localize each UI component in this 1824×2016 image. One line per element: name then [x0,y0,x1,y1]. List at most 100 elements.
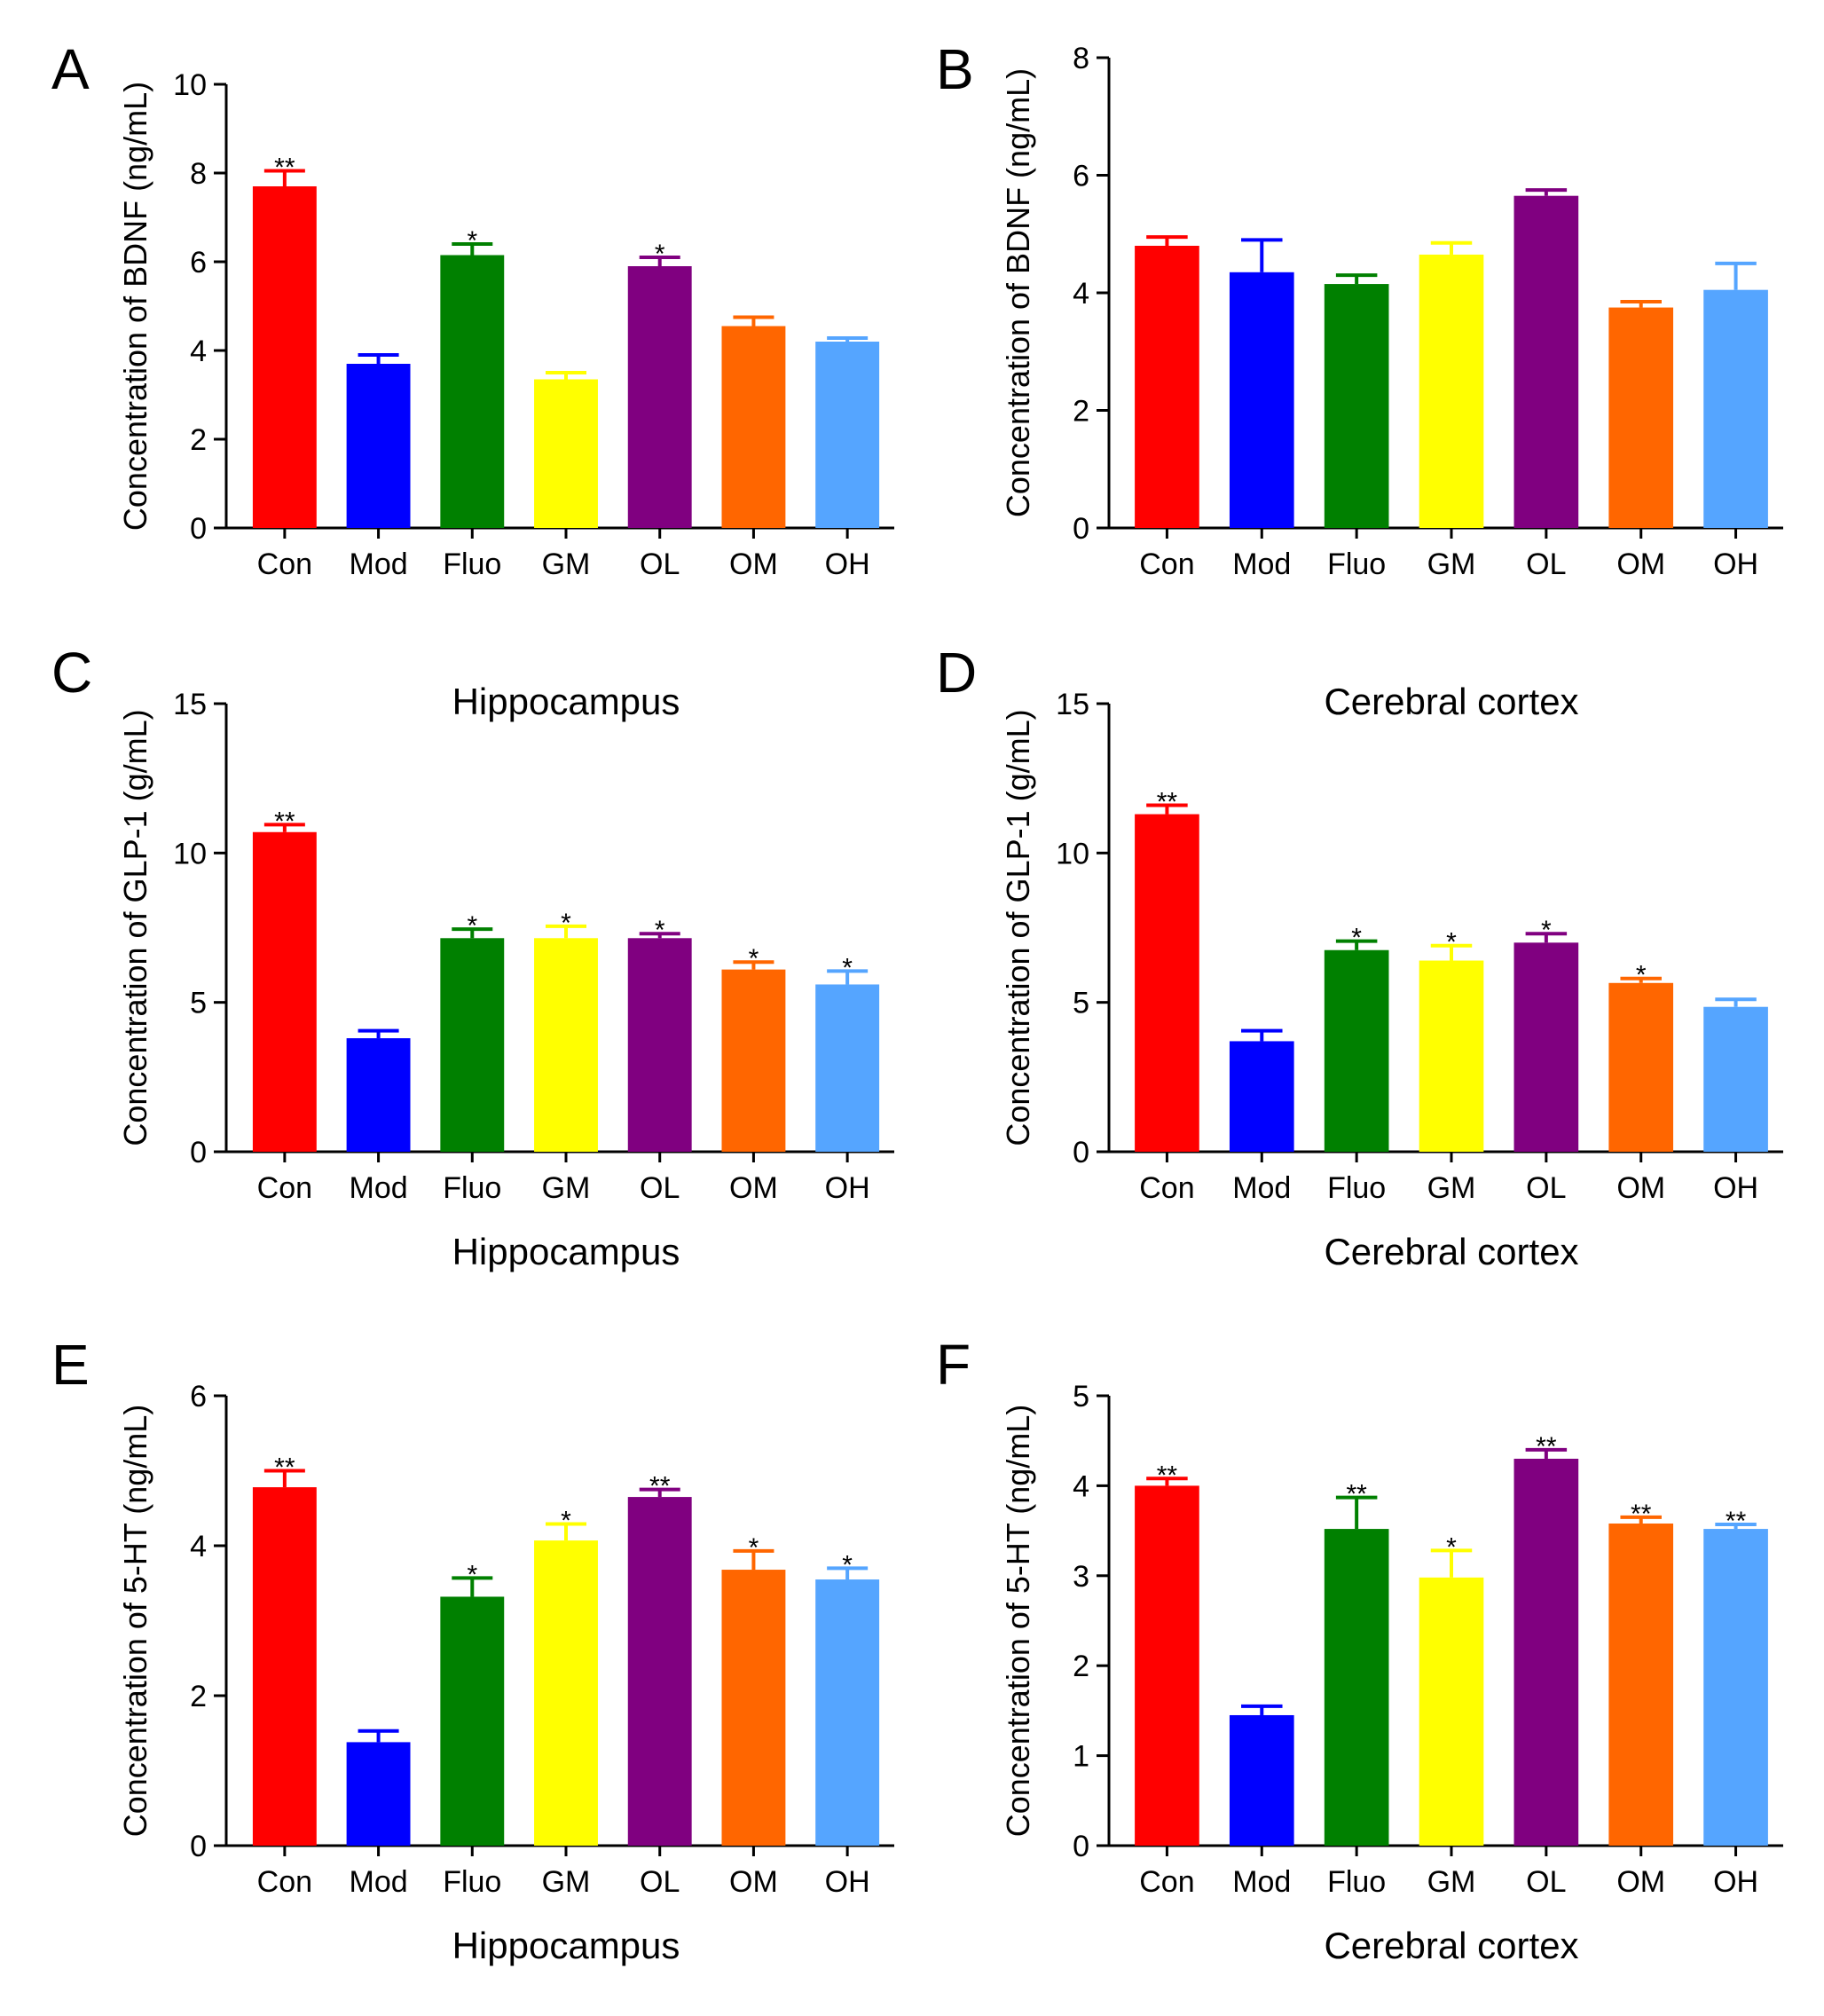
bar-fluo [440,255,505,528]
significance-marker: * [1351,924,1362,953]
significance-marker: * [1446,1532,1457,1562]
x-tick-label: Con [1139,547,1194,581]
x-tick-label: Mod [1232,1865,1291,1899]
bar-con [1135,1485,1199,1846]
bar-om [721,1570,786,1846]
bar-mod [346,1038,411,1152]
y-tick-label: 1 [1073,1740,1089,1774]
significance-marker: ** [649,1472,671,1501]
bar-om [1608,1523,1674,1846]
y-tick-label: 4 [1073,1469,1089,1503]
panel-letter: D [936,641,977,705]
panel-letter: B [936,37,974,101]
bar-om [721,326,786,528]
x-tick-label: OL [1526,1171,1566,1205]
y-tick-label: 2 [190,423,207,457]
significance-marker: * [842,1550,853,1579]
x-tick-label: OM [729,1865,778,1899]
x-tick-label: Fluo [443,1865,501,1899]
x-tick-label: Con [257,1171,312,1205]
y-tick-label: 8 [1073,42,1089,75]
significance-marker: * [467,1560,477,1589]
bar-con [252,186,317,528]
y-tick-label: 10 [1056,837,1089,870]
x-tick-label: GM [542,1865,591,1899]
bar-fluo [1324,949,1389,1152]
panel-letter: E [51,1333,90,1397]
bar-con [1135,246,1199,528]
x-tick-label: OM [729,547,778,581]
x-tick-label: Con [1139,1865,1194,1899]
significance-marker: ** [1157,787,1178,816]
y-tick-label: 2 [1073,1650,1089,1683]
y-tick-label: 4 [190,335,207,368]
x-tick-label: OL [1526,547,1566,581]
y-tick-label: 0 [1073,1136,1089,1169]
significance-marker: * [842,953,853,982]
bar-con [252,831,317,1152]
bar-fluo [440,938,505,1152]
y-axis-label: Concentration of GLP-1 (g/mL) [117,709,153,1146]
x-tick-label: OH [1713,547,1758,581]
bar-mod [1229,1714,1294,1846]
significance-marker: * [561,1506,571,1535]
y-tick-label: 2 [190,1680,207,1713]
x-tick-label: OM [729,1171,778,1205]
y-axis-label: Concentration of BDNF (ng/mL) [117,82,153,531]
bar-om [721,969,786,1152]
y-tick-label: 8 [190,157,207,191]
y-axis-label: Concentration of BDNF (ng/mL) [1000,68,1036,517]
y-tick-label: 6 [1073,160,1089,193]
x-tick-label: Mod [1232,1171,1291,1205]
y-tick-label: 4 [1073,277,1089,311]
bar-oh [815,342,880,528]
y-tick-label: 0 [190,512,207,546]
x-tick-label: OL [640,1171,680,1205]
significance-marker: ** [1157,1461,1178,1490]
x-tick-label: OM [1616,547,1665,581]
y-tick-label: 10 [173,68,207,102]
significance-marker: ** [274,807,295,836]
bar-gm [534,1540,598,1846]
x-tick-label: OH [1713,1171,1758,1205]
x-tick-label: Fluo [1327,1171,1386,1205]
bar-oh [1703,1529,1768,1846]
x-tick-label: GM [542,1171,591,1205]
x-tick-label: Mod [1232,547,1291,581]
y-axis-label: Concentration of 5-HT (ng/mL) [117,1405,153,1838]
x-axis-label: Hippocampus [452,1925,680,1966]
significance-marker: * [655,240,665,269]
y-tick-label: 10 [173,837,207,870]
bar-fluo [1324,284,1389,528]
y-tick-label: 0 [190,1136,207,1169]
x-tick-label: Fluo [1327,1865,1386,1899]
significance-marker: ** [1346,1480,1367,1509]
significance-marker: ** [274,1453,295,1483]
bar-con [252,1487,317,1846]
y-tick-label: 0 [1073,1830,1089,1863]
y-tick-label: 2 [1073,395,1089,429]
x-tick-label: OH [825,1865,870,1899]
significance-marker: * [1541,916,1552,945]
bar-con [1135,814,1199,1152]
x-tick-label: Mod [350,1171,408,1205]
x-axis-label: Hippocampus [452,1231,680,1272]
y-tick-label: 0 [1073,512,1089,546]
y-tick-label: 0 [190,1830,207,1863]
x-tick-label: Con [257,1865,312,1899]
x-tick-label: Mod [350,547,408,581]
bar-ol [627,938,692,1152]
y-tick-label: 5 [190,987,207,1020]
bar-gm [534,938,598,1152]
x-tick-label: GM [1427,1865,1476,1899]
bar-gm [1419,960,1484,1152]
significance-marker: * [467,226,477,256]
significance-marker: ** [1631,1500,1652,1529]
y-tick-label: 15 [173,688,207,721]
y-tick-label: 6 [190,246,207,280]
